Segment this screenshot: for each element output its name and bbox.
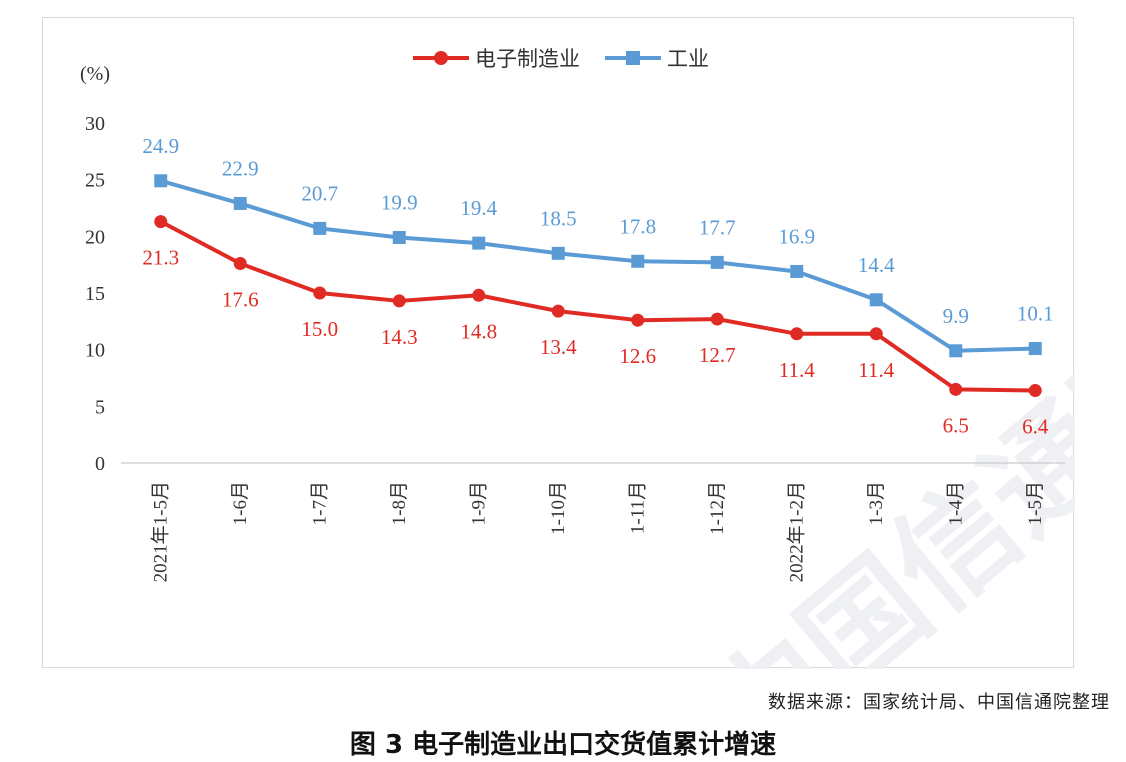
data-label: 14.4 <box>858 253 895 277</box>
data-label: 6.5 <box>943 413 969 437</box>
data-label: 16.9 <box>778 224 815 248</box>
data-label: 22.9 <box>222 156 259 180</box>
data-point <box>869 327 883 341</box>
data-point <box>392 294 406 308</box>
y-tick-label: 10 <box>85 340 105 362</box>
data-label: 14.3 <box>381 325 418 349</box>
data-label: 10.1 <box>1017 302 1054 326</box>
data-label: 18.5 <box>540 206 577 230</box>
data-label: 9.9 <box>943 304 969 328</box>
data-label: 20.7 <box>301 181 338 205</box>
x-tick-label: 1-10月 <box>548 481 569 535</box>
data-point <box>869 293 883 307</box>
legend-label: 电子制造业 <box>475 47 580 71</box>
x-tick-label: 1-4月 <box>945 481 966 525</box>
data-label: 11.4 <box>858 358 894 382</box>
data-label: 6.4 <box>1022 414 1049 438</box>
data-point <box>154 215 168 229</box>
data-label: 15.0 <box>301 317 338 341</box>
data-point <box>233 196 247 210</box>
data-point <box>710 255 724 269</box>
x-tick-label: 2021年1-5月 <box>149 481 171 582</box>
data-label: 17.7 <box>699 215 736 239</box>
y-tick-label: 15 <box>85 283 105 305</box>
data-point <box>154 174 168 188</box>
x-tick-label: 1-7月 <box>309 481 330 525</box>
legend-marker <box>626 51 640 65</box>
x-tick-label: 1-3月 <box>866 481 887 525</box>
data-point <box>631 254 645 268</box>
data-point <box>790 327 804 341</box>
data-point <box>631 313 645 327</box>
data-point <box>710 312 724 326</box>
data-point <box>551 246 565 260</box>
data-point <box>472 288 486 302</box>
data-point <box>551 304 565 318</box>
data-point <box>1028 383 1042 397</box>
data-label: 24.9 <box>142 134 179 158</box>
x-tick-label: 1-9月 <box>468 481 489 525</box>
data-label: 21.3 <box>142 246 179 270</box>
data-point <box>949 344 963 358</box>
y-tick-label: 20 <box>85 226 105 248</box>
x-tick-label: 1-11月 <box>627 481 648 534</box>
y-tick-label: 5 <box>95 396 105 418</box>
y-tick-label: 25 <box>85 170 105 192</box>
data-point <box>313 221 327 235</box>
data-point <box>949 382 963 396</box>
y-unit-label: (%) <box>80 63 110 85</box>
data-point <box>233 257 247 271</box>
series-line <box>158 178 1038 353</box>
chart-frame: 中国信通院 0 5 10 15 20 25 30 (%) 2021年1-5月 1-6月 1-7月 1-8… <box>42 17 1075 669</box>
data-point <box>1028 342 1042 356</box>
source-note: 数据来源：国家统计局、中国信通院整理 <box>768 692 1110 713</box>
y-tick-label: 30 <box>85 113 105 135</box>
x-tick-label: 1-6月 <box>230 481 251 525</box>
x-tick-label: 1-5月 <box>1025 481 1046 525</box>
data-label: 11.4 <box>779 358 815 382</box>
data-label: 12.7 <box>699 343 736 367</box>
legend-marker <box>434 51 448 65</box>
figure-caption: 图 3 电子制造业出口交货值累计增速 <box>349 730 777 760</box>
x-tick-label: 2022年1-2月 <box>785 481 807 582</box>
data-point <box>472 236 486 250</box>
y-tick-label: 0 <box>95 453 105 475</box>
data-label: 19.4 <box>460 196 497 220</box>
data-label: 12.6 <box>619 344 656 368</box>
data-point <box>392 230 406 244</box>
data-label: 17.8 <box>619 214 656 238</box>
data-point <box>313 286 327 300</box>
x-tick-label: 1-12月 <box>707 481 728 535</box>
data-point <box>790 264 804 278</box>
x-tick-label: 1-8月 <box>389 481 410 525</box>
data-label: 13.4 <box>540 335 577 359</box>
series-line <box>158 219 1038 393</box>
legend-label: 工业 <box>667 47 709 71</box>
data-label: 17.6 <box>222 288 259 312</box>
data-label: 19.9 <box>381 190 418 214</box>
data-label: 14.8 <box>460 319 497 343</box>
